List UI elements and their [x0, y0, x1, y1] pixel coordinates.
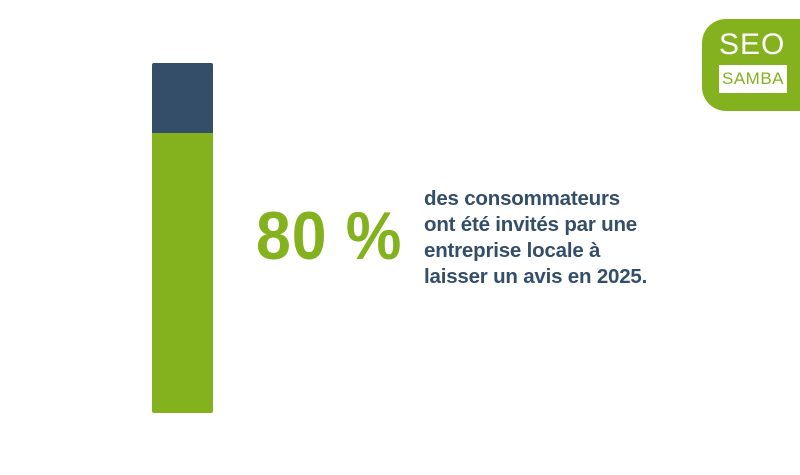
caption-line: ont été invités par une: [424, 213, 637, 236]
bar-filled-segment: [152, 133, 213, 413]
percentage-bar: [152, 63, 213, 413]
caption-line: entreprise locale à: [424, 239, 601, 262]
caption-line: laisser un avis en 2025.: [424, 265, 648, 288]
bar-remaining-segment: [152, 63, 213, 133]
caption-line: des consommateurs: [424, 187, 620, 210]
logo-bottom-text: SAMBA: [719, 65, 788, 93]
seo-samba-logo: SEO SAMBA: [702, 19, 800, 111]
stat-value: 80 %: [256, 198, 403, 274]
stat-caption: des consommateurs ont été invités par un…: [424, 186, 724, 290]
logo-top-text: SEO: [719, 28, 786, 61]
